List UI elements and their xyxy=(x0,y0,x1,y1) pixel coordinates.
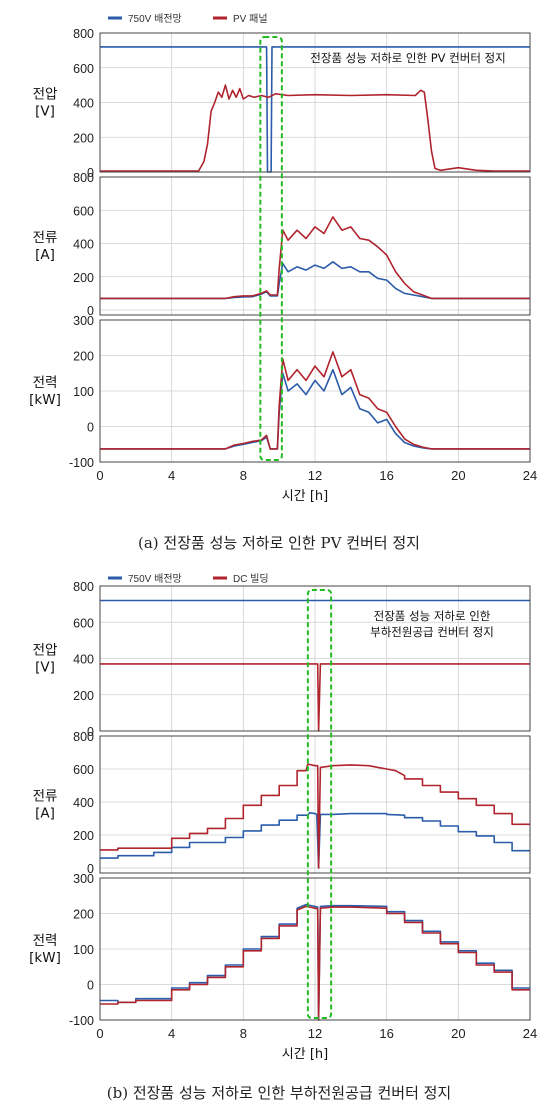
y-tick-label: 0 xyxy=(87,725,94,739)
y-tick-label: 800 xyxy=(73,730,94,744)
series-line-second xyxy=(100,763,530,869)
y-tick-label: 100 xyxy=(73,385,94,399)
y-tick-label: 400 xyxy=(73,653,94,667)
y-tick-label: 0 xyxy=(87,979,94,993)
y-tick-label: 0 xyxy=(87,421,94,435)
y-tick-label: 600 xyxy=(73,204,94,218)
panel-1: 0 200 400 600 800 전압[V] xyxy=(33,27,531,180)
x-tick-label: 20 xyxy=(451,468,465,483)
series-line-second xyxy=(100,351,530,450)
annotation-text: 전장품 성능 저하로 인한 PV 컨버터 정지 xyxy=(310,51,505,65)
y-tick-label: 800 xyxy=(73,171,94,185)
panel-frame xyxy=(99,735,531,874)
panel-1: 0 200 400 600 800 전압[V] xyxy=(33,580,531,739)
x-tick-label: 8 xyxy=(240,468,247,483)
panel-frame xyxy=(99,585,531,732)
panel-frame xyxy=(99,32,531,173)
y-tick-label: 200 xyxy=(73,350,94,364)
y-axis-label: [V] xyxy=(35,660,55,676)
y-tick-label: 800 xyxy=(73,580,94,594)
y-axis-label: [A] xyxy=(35,247,55,263)
y-tick-label: 200 xyxy=(73,829,94,843)
panel-frame xyxy=(99,877,531,1021)
chart-a: 750V 배전망 PV 패널0200400600800전압[V]020040060… xyxy=(29,13,537,504)
y-tick-label: 400 xyxy=(73,238,94,252)
panel-frame xyxy=(99,176,531,316)
caption-a: (a) 전장품 성능 저하로 인한 PV 컨버터 정지 xyxy=(138,534,420,552)
panel-3: -100 0 100 200 300 전력[kW] xyxy=(29,314,531,470)
x-tick-label: 20 xyxy=(451,1026,465,1041)
y-axis-label: 전압 xyxy=(33,643,58,659)
y-tick-label: 600 xyxy=(73,616,94,630)
x-tick-label: 24 xyxy=(523,1026,537,1041)
y-tick-label: -100 xyxy=(69,1014,94,1028)
caption-b: (b) 전장품 성능 저하로 인한 부하전원공급 컨버터 정지 xyxy=(106,1084,452,1102)
x-tick-label: 16 xyxy=(379,1026,393,1041)
y-tick-label: 400 xyxy=(73,796,94,810)
y-axis-label: 전력 xyxy=(33,375,58,391)
panel-2: 0 200 400 600 800 전류[A] xyxy=(33,730,531,876)
panel-2: 0 200 400 600 800 전류[A] xyxy=(33,171,531,318)
y-tick-label: 400 xyxy=(73,97,94,111)
legend-label: DC 빌딩 xyxy=(233,573,269,585)
panel-3: -100 0 100 200 300 전력[kW] xyxy=(29,872,531,1028)
y-axis-label: 전압 xyxy=(33,87,58,103)
y-tick-label: -100 xyxy=(69,456,94,470)
y-axis-label: [A] xyxy=(35,806,55,822)
series-line-grid-750v xyxy=(100,812,530,869)
y-tick-label: 200 xyxy=(73,131,94,145)
panel-frame xyxy=(99,319,531,463)
y-tick-label: 800 xyxy=(73,27,94,41)
x-tick-label: 12 xyxy=(308,468,322,483)
y-axis-label: [kW] xyxy=(29,950,61,966)
y-axis-label: 전력 xyxy=(33,933,58,949)
legend-label: PV 패널 xyxy=(233,13,268,25)
chart-b: 750V 배전망 DC 빌딩0200400600800전압[V]020040060… xyxy=(29,573,537,1062)
y-tick-label: 200 xyxy=(73,689,94,703)
highlight-box xyxy=(259,36,283,461)
x-tick-label: 4 xyxy=(168,468,175,483)
y-tick-label: 600 xyxy=(73,763,94,777)
series-line-second xyxy=(100,216,530,300)
x-tick-label: 8 xyxy=(240,1026,247,1041)
x-axis-label: 시간 [h] xyxy=(282,489,328,504)
series-line-grid-750v xyxy=(100,368,530,450)
x-axis-label: 시간 [h] xyxy=(282,1047,328,1062)
y-tick-label: 300 xyxy=(73,314,94,328)
y-tick-label: 0 xyxy=(87,862,94,876)
x-tick-label: 24 xyxy=(523,468,537,483)
legend-label: 750V 배전망 xyxy=(128,573,182,585)
y-tick-label: 100 xyxy=(73,943,94,957)
annotation-text: 전장품 성능 저하로 인한 xyxy=(374,609,491,623)
y-tick-label: 300 xyxy=(73,872,94,886)
y-tick-label: 0 xyxy=(87,166,94,180)
y-tick-label: 600 xyxy=(73,62,94,76)
y-axis-label: 전류 xyxy=(33,789,58,805)
x-tick-label: 16 xyxy=(379,468,393,483)
annotation-text: 부하전원공급 컨버터 정지 xyxy=(370,625,494,639)
x-tick-label: 4 xyxy=(168,1026,175,1041)
y-tick-label: 0 xyxy=(87,304,94,318)
x-tick-label: 0 xyxy=(96,1026,103,1041)
y-axis-label: 전류 xyxy=(33,230,58,246)
legend-label: 750V 배전망 xyxy=(128,13,182,25)
y-tick-label: 200 xyxy=(73,271,94,285)
x-tick-label: 0 xyxy=(96,468,103,483)
series-line-second xyxy=(100,84,530,172)
series-line-second xyxy=(100,905,530,1021)
y-axis-label: [kW] xyxy=(29,392,61,408)
y-tick-label: 200 xyxy=(73,908,94,922)
x-tick-label: 12 xyxy=(308,1026,322,1041)
y-axis-label: [V] xyxy=(35,104,55,120)
